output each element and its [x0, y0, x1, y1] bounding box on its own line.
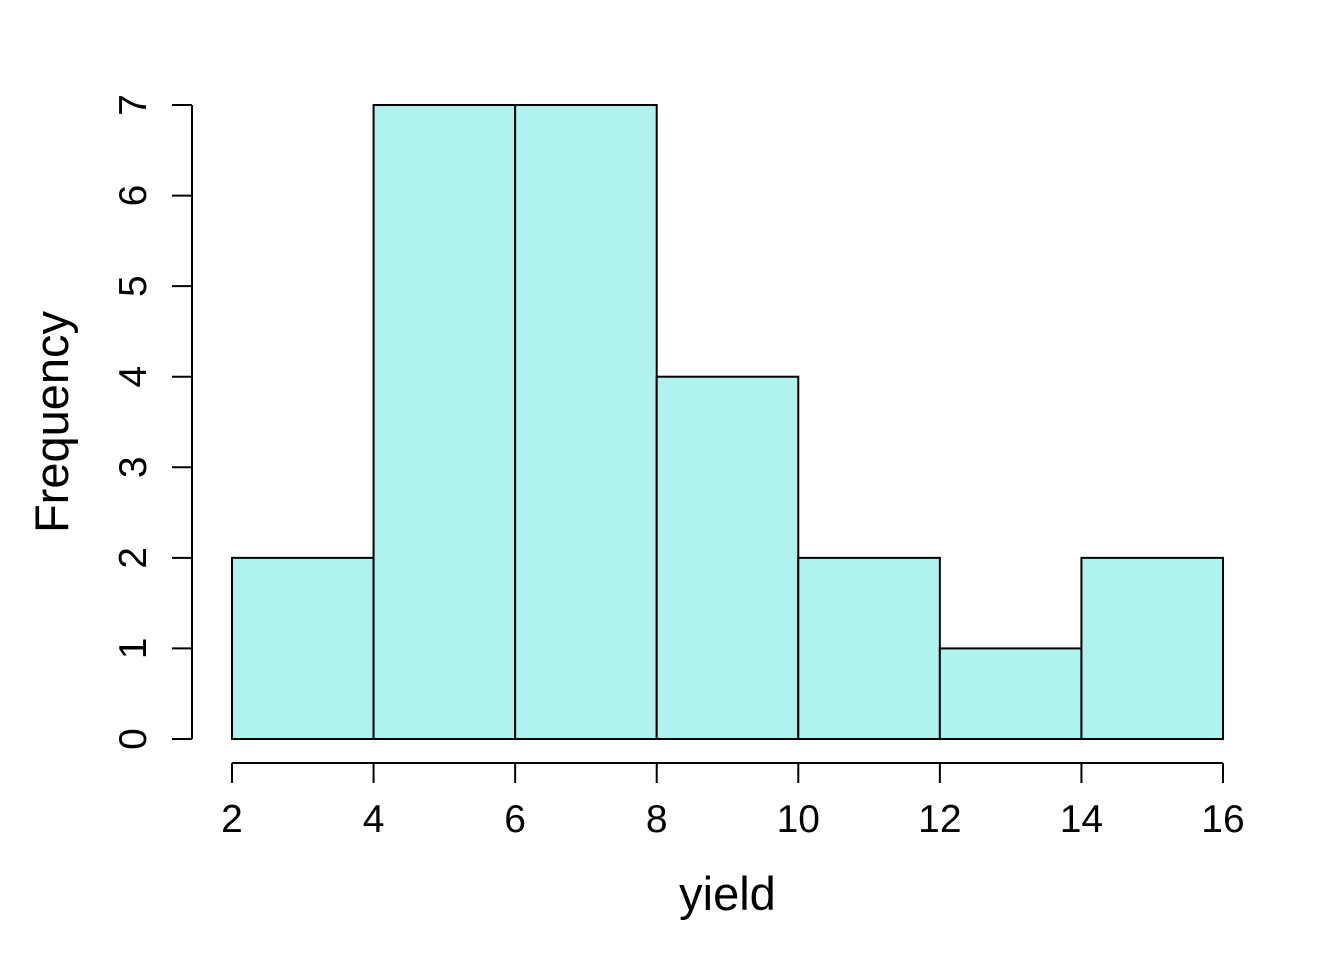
y-axis-title: Frequency	[25, 310, 78, 533]
histogram-bar-2	[372, 104, 517, 740]
y-tick-label: 1	[112, 638, 155, 660]
x-axis: 2 4 6 8 10 12 14 16	[221, 762, 1245, 841]
y-tick-label: 7	[112, 94, 155, 116]
y-tick-label: 5	[112, 275, 155, 297]
y-tick-label: 0	[112, 728, 155, 750]
histogram-bar-7	[1080, 556, 1225, 740]
histogram-bar-5	[797, 556, 941, 740]
y-tick-label: 4	[112, 366, 155, 388]
y-axis: 0 1 2 3 4 5 6 7	[112, 94, 193, 750]
histogram-bar-6	[938, 647, 1083, 741]
x-tick-label: 16	[1201, 798, 1244, 841]
x-tick-label: 12	[918, 798, 961, 841]
x-tick-label: 14	[1060, 798, 1103, 841]
x-axis-title: yield	[679, 867, 776, 920]
y-tick-label: 2	[112, 547, 155, 569]
x-tick-label: 10	[777, 798, 820, 841]
histogram-bar-1	[231, 556, 375, 740]
histogram-bars	[231, 104, 1225, 741]
x-tick-label: 6	[504, 798, 526, 841]
y-tick-label: 3	[112, 456, 155, 478]
x-tick-label: 2	[221, 798, 243, 841]
histogram-bar-4	[655, 375, 800, 740]
x-tick-label: 8	[646, 798, 668, 841]
x-tick-label: 4	[363, 798, 385, 841]
histogram-bar-3	[514, 104, 658, 740]
y-tick-label: 6	[112, 185, 155, 207]
